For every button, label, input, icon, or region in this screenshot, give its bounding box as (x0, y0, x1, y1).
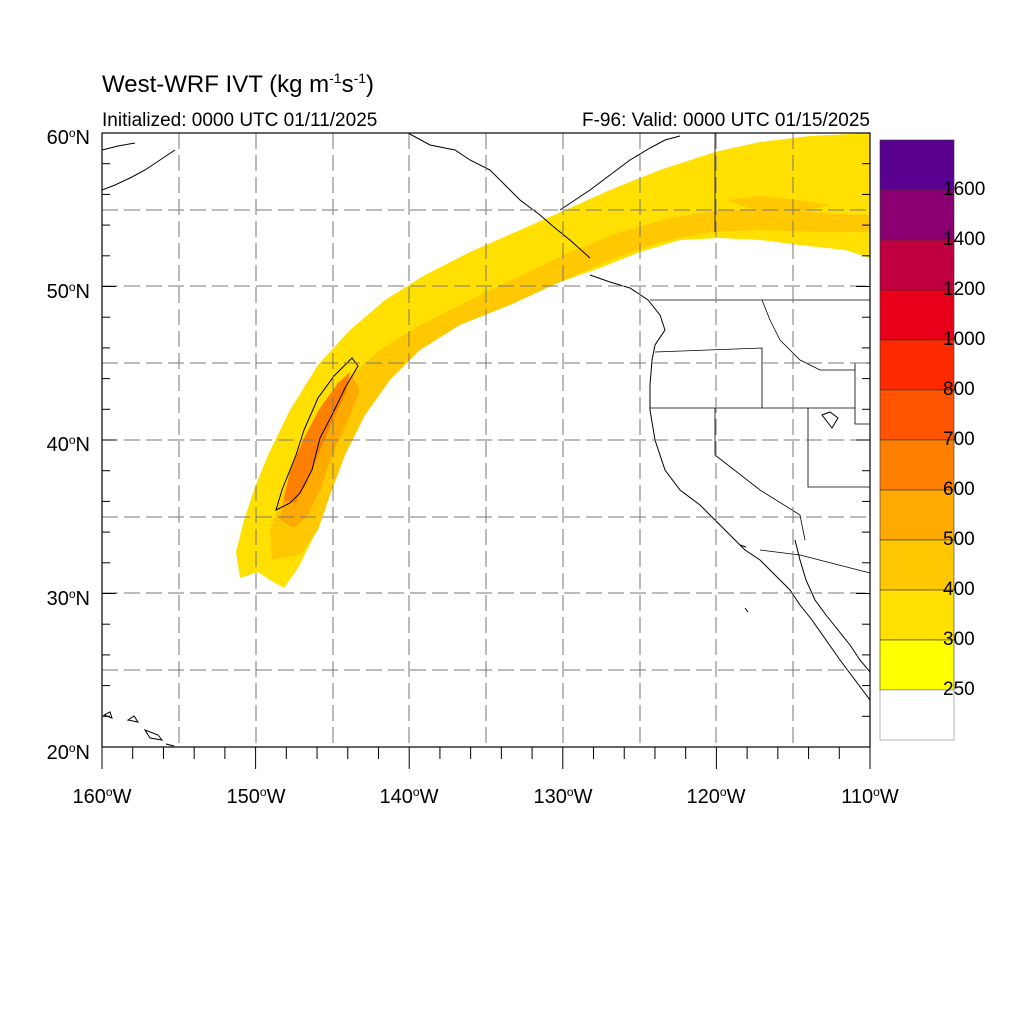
axis-ticks (101, 132, 871, 769)
lon-label-120w: 120oW (686, 785, 746, 808)
coastlines (102, 133, 870, 747)
lon-label-160w: 160oW (72, 785, 132, 808)
colorbar-swatch (879, 539, 955, 591)
lat-label-60: 60oN (46, 126, 90, 149)
colorbar-label: 250 (943, 679, 975, 700)
colorbar-label: 600 (943, 479, 975, 500)
lat-label-50: 50oN (46, 280, 90, 303)
valid-time: F-96: Valid: 0000 UTC 01/15/2025 (582, 110, 870, 131)
colorbar-swatch (879, 189, 955, 241)
colorbar-swatch (879, 389, 955, 441)
lat-label-30: 30oN (46, 587, 90, 610)
initialized-time: Initialized: 0000 UTC 01/11/2025 (102, 110, 378, 131)
colorbar-swatch (879, 339, 955, 391)
lat-label-20: 20oN (46, 741, 90, 764)
colorbar-label: 1600 (943, 179, 986, 200)
colorbar-label: 400 (943, 579, 975, 600)
colorbar-swatch (879, 489, 955, 541)
lon-label-110w: 110oW (841, 785, 899, 808)
lon-label-140w: 140oW (379, 785, 439, 808)
colorbar-label: 1400 (943, 229, 986, 250)
colorbar-swatch (879, 689, 955, 741)
colorbar-swatch (879, 139, 955, 191)
colorbar-label: 700 (943, 429, 975, 450)
graticule (102, 133, 870, 747)
colorbar-label: 1200 (943, 279, 986, 300)
lat-label-40: 40oN (46, 433, 90, 456)
colorbar-swatch (879, 289, 955, 341)
map-title: West-WRF IVT (kg m-1s-1) (102, 70, 375, 98)
colorbar-label: 500 (943, 529, 975, 550)
colorbar-label: 300 (943, 629, 975, 650)
map-background (102, 133, 870, 747)
colorbar-swatch (879, 239, 955, 291)
ivt-300-patch-north (725, 196, 830, 212)
colorbar (879, 139, 955, 741)
ivt-contour-line (275, 357, 359, 511)
colorbar-label: 800 (943, 379, 975, 400)
lon-label-150w: 150oW (226, 785, 286, 808)
lon-label-130w: 130oW (533, 785, 593, 808)
colorbar-swatch (879, 639, 955, 691)
colorbar-swatch (879, 589, 955, 641)
colorbar-label: 1000 (943, 329, 986, 350)
colorbar-swatch (879, 439, 955, 491)
